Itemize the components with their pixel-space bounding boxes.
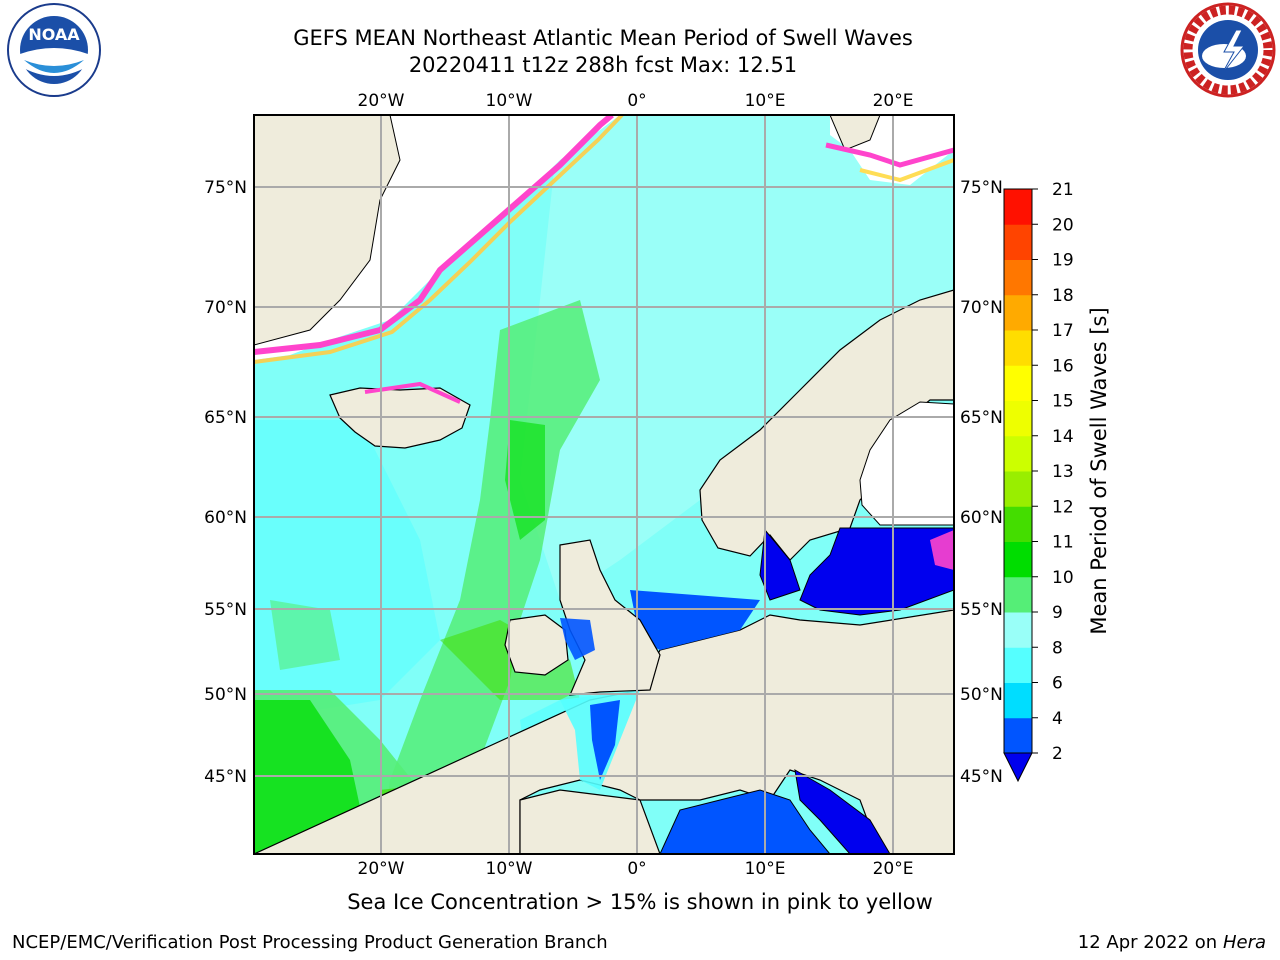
colorbar-segment bbox=[1004, 576, 1032, 613]
colorbar-segment bbox=[1004, 682, 1032, 719]
footer-credit: NCEP/EMC/Verification Post Processing Pr… bbox=[12, 932, 608, 953]
lon-label-top: 10°E bbox=[745, 91, 786, 111]
lon-label-bottom: 20°E bbox=[873, 859, 914, 879]
lat-label-left: 50°N bbox=[204, 685, 247, 705]
colorbar-segment bbox=[1004, 189, 1032, 225]
nws-logo bbox=[1180, 2, 1276, 98]
colorbar-tick-label: 6 bbox=[1052, 674, 1063, 694]
colorbar-tick-label: 17 bbox=[1052, 321, 1074, 341]
colorbar-tick-label: 4 bbox=[1052, 709, 1063, 729]
colorbar-segment bbox=[1004, 541, 1032, 578]
colorbar-segment bbox=[1004, 612, 1032, 648]
colorbar-tick-label: 12 bbox=[1052, 497, 1074, 517]
colorbar-segment bbox=[1004, 224, 1032, 260]
colorbar-segment bbox=[1004, 365, 1032, 401]
colorbar-tick-label: 14 bbox=[1052, 427, 1074, 447]
lon-label-top: 0° bbox=[627, 91, 646, 111]
lon-label-bottom: 10°W bbox=[486, 859, 533, 879]
colorbar: 2 4 6 8 9 10 11 12 13 14 15 16 17 18 19 20 21 bbox=[1003, 180, 1074, 783]
lat-label-left: 65°N bbox=[204, 408, 247, 428]
footer-date: 12 Apr 2022 on Hera bbox=[1078, 932, 1266, 953]
colorbar-segment bbox=[1004, 717, 1032, 754]
sea-ice-note: Sea Ice Concentration > 15% is shown in … bbox=[347, 890, 933, 914]
lon-label-bottom: 0° bbox=[627, 859, 646, 879]
footer-host: Hera bbox=[1222, 932, 1266, 953]
colorbar-tick-label: 19 bbox=[1052, 251, 1074, 271]
lat-label-right: 60°N bbox=[960, 508, 1003, 528]
lat-label-left: 55°N bbox=[204, 600, 247, 620]
colorbar-label: Mean Period of Swell Waves [s] bbox=[1087, 307, 1111, 634]
map-panel bbox=[254, 115, 954, 854]
lon-label-bottom: 20°W bbox=[358, 859, 405, 879]
lat-label-right: 50°N bbox=[960, 685, 1003, 705]
lat-label-left: 60°N bbox=[204, 508, 247, 528]
colorbar-tick-label: 10 bbox=[1052, 568, 1074, 588]
chart-subtitle: 20220411 t12z 288h fcst Max: 12.51 bbox=[408, 53, 798, 77]
lat-label-right: 55°N bbox=[960, 600, 1003, 620]
chart-title: GEFS MEAN Northeast Atlantic Mean Period… bbox=[293, 26, 913, 50]
lat-label-left: 45°N bbox=[204, 767, 247, 787]
colorbar-tick-label: 21 bbox=[1052, 180, 1074, 200]
lon-label-top: 20°W bbox=[358, 91, 405, 111]
colorbar-tick-label: 2 bbox=[1052, 744, 1063, 764]
colorbar-tick-label: 18 bbox=[1052, 286, 1074, 306]
noaa-logo-text: NOAA bbox=[28, 25, 80, 44]
graticule bbox=[254, 115, 954, 854]
lon-label-top: 10°W bbox=[486, 91, 533, 111]
colorbar-tick-label: 15 bbox=[1052, 392, 1074, 412]
colorbar-segment bbox=[1004, 435, 1032, 472]
colorbar-tick-label: 8 bbox=[1052, 638, 1063, 658]
colorbar-tick-label: 9 bbox=[1052, 603, 1063, 623]
colorbar-tick-label: 20 bbox=[1052, 215, 1074, 235]
colorbar-tick-label: 16 bbox=[1052, 356, 1074, 376]
colorbar-segment bbox=[1004, 471, 1032, 507]
colorbar-segment bbox=[1004, 506, 1032, 542]
footer-date-text: 12 Apr 2022 on bbox=[1077, 932, 1223, 953]
lat-label-right: 75°N bbox=[960, 178, 1003, 198]
lat-label-right: 70°N bbox=[960, 298, 1003, 318]
colorbar-under-arrow bbox=[1003, 752, 1033, 783]
lat-label-left: 70°N bbox=[204, 298, 247, 318]
map-frame bbox=[253, 114, 955, 855]
lon-label-bottom: 10°E bbox=[745, 859, 786, 879]
lat-label-left: 75°N bbox=[204, 178, 247, 198]
colorbar-segment bbox=[1004, 400, 1032, 437]
noaa-logo: NOAA bbox=[7, 3, 101, 97]
colorbar-segment bbox=[1004, 259, 1032, 296]
colorbar-segment bbox=[1004, 647, 1032, 683]
lon-label-top: 20°E bbox=[873, 91, 914, 111]
colorbar-tick-label: 11 bbox=[1052, 533, 1074, 553]
colorbar-segment bbox=[1004, 294, 1032, 331]
colorbar-tick-label: 13 bbox=[1052, 462, 1074, 482]
colorbar-segment bbox=[1004, 330, 1032, 366]
lat-label-right: 65°N bbox=[960, 408, 1003, 428]
lat-label-right: 45°N bbox=[960, 767, 1003, 787]
